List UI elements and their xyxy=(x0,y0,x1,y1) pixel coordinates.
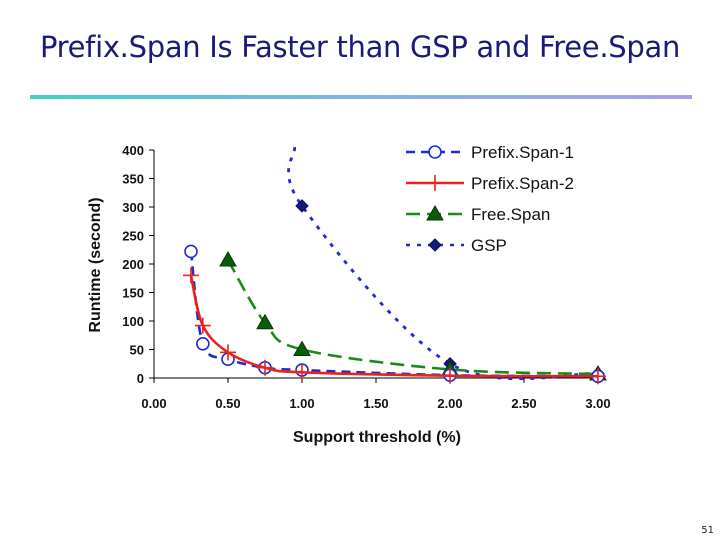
x-tick-label: 2.50 xyxy=(511,396,536,411)
series-prefix-span-2 xyxy=(183,267,606,385)
data-point-free-span xyxy=(256,313,274,330)
series-line-gsp xyxy=(287,146,599,381)
title-divider xyxy=(30,95,692,99)
page-number: 51 xyxy=(701,525,714,536)
data-point-prefix-span-2 xyxy=(442,367,458,384)
slide-title: Prefix.Span Is Faster than GSP and Free.… xyxy=(39,30,681,64)
legend-label: Prefix.Span-1 xyxy=(471,143,574,162)
legend-label: GSP xyxy=(471,236,507,255)
legend-item-gsp: GSP xyxy=(406,236,507,255)
data-point-gsp xyxy=(295,199,309,213)
x-tick-label: 2.00 xyxy=(437,396,462,411)
x-tick-label: 0.50 xyxy=(215,396,240,411)
y-tick-label: 50 xyxy=(130,343,144,358)
x-tick-label: 0.00 xyxy=(141,396,166,411)
y-tick-label: 400 xyxy=(122,143,144,158)
legend-item-prefix-span-2: Prefix.Span-2 xyxy=(406,174,574,193)
data-point-prefix-span-2 xyxy=(220,344,236,361)
y-tick-label: 150 xyxy=(122,286,144,301)
legend-item-prefix-span-1: Prefix.Span-1 xyxy=(406,143,574,162)
data-point-prefix-span-1 xyxy=(184,244,198,259)
x-tick-label: 3.00 xyxy=(585,396,610,411)
y-axis-label: Runtime (second) xyxy=(87,197,104,332)
legend-marker xyxy=(426,204,444,221)
series-free-span xyxy=(219,251,607,381)
legend-label: Prefix.Span-2 xyxy=(471,174,574,193)
data-point-prefix-span-2 xyxy=(183,267,199,284)
y-tick-label: 100 xyxy=(122,314,144,329)
y-tick-label: 250 xyxy=(122,229,144,244)
legend: Prefix.Span-1 Prefix.Span-2 Free.Span GSP xyxy=(406,143,574,255)
series-line-prefix-span-1 xyxy=(189,251,599,378)
y-tick-label: 200 xyxy=(122,257,144,272)
series-line-prefix-span-2 xyxy=(189,275,599,378)
legend-marker xyxy=(428,238,442,252)
data-point-prefix-span-2 xyxy=(194,317,211,334)
legend-item-free-span: Free.Span xyxy=(406,204,550,224)
x-tick-label: 1.50 xyxy=(363,396,388,411)
data-point-prefix-span-2 xyxy=(294,364,310,381)
series-layer xyxy=(183,146,607,385)
y-tick-label: 0 xyxy=(137,371,144,386)
y-tick-label: 350 xyxy=(122,172,144,187)
axes: 0 50 100 150 200 250 300 350 400 0.00 0.50 1.00 1.50… xyxy=(122,143,610,411)
x-axis-label: Support threshold (%) xyxy=(293,429,461,446)
legend-label: Free.Span xyxy=(471,205,550,224)
legend-marker xyxy=(428,145,442,159)
data-point-prefix-span-2 xyxy=(257,359,273,376)
data-point-prefix-span-1 xyxy=(196,336,210,351)
data-point-free-span xyxy=(293,340,311,356)
data-point-free-span xyxy=(219,251,237,267)
data-point-prefix-span-2 xyxy=(590,368,606,385)
series-line-free-span xyxy=(226,259,599,376)
legend-marker xyxy=(427,175,443,191)
y-tick-label: 300 xyxy=(122,200,144,215)
x-tick-label: 1.00 xyxy=(289,396,314,411)
